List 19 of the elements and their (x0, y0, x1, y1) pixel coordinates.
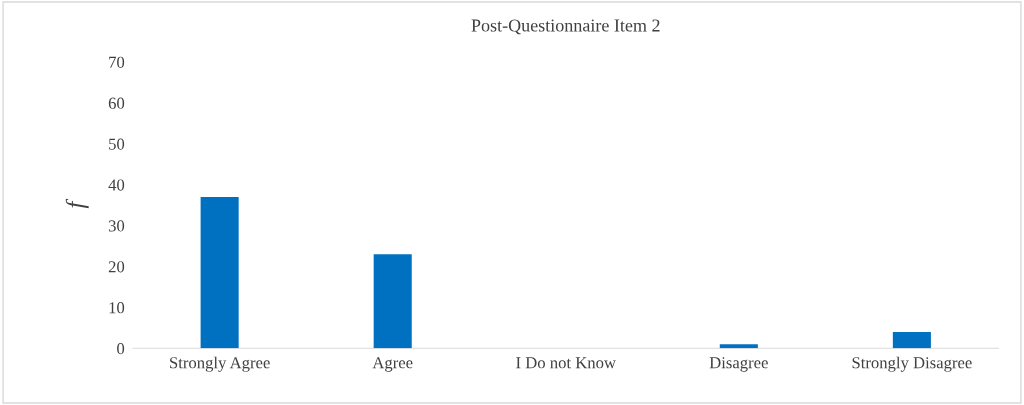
x-tick-label: Strongly Agree (170, 356, 270, 372)
y-tick-label: 50 (109, 138, 125, 150)
x-tick-label: Strongly Disagree (852, 356, 972, 372)
y-tick-label: 20 (108, 261, 125, 273)
y-tick-label: 0 (117, 343, 125, 355)
y-tick-label: 70 (109, 56, 125, 68)
y-axis-title: f (65, 198, 89, 209)
chart-title: Post-Questionnaire Item 2 (471, 19, 660, 35)
y-tick-label: 40 (108, 179, 125, 191)
bar (200, 196, 239, 349)
bar (373, 254, 412, 349)
x-tick-label: Disagree (709, 357, 768, 372)
x-tick-label: Agree (372, 357, 413, 372)
bar (719, 344, 758, 349)
bar (892, 331, 931, 349)
x-tick-label: I Do not Know (516, 357, 616, 369)
y-tick-label: 10 (109, 302, 125, 314)
y-tick-label: 30 (108, 220, 125, 232)
y-tick-label: 60 (108, 97, 125, 109)
